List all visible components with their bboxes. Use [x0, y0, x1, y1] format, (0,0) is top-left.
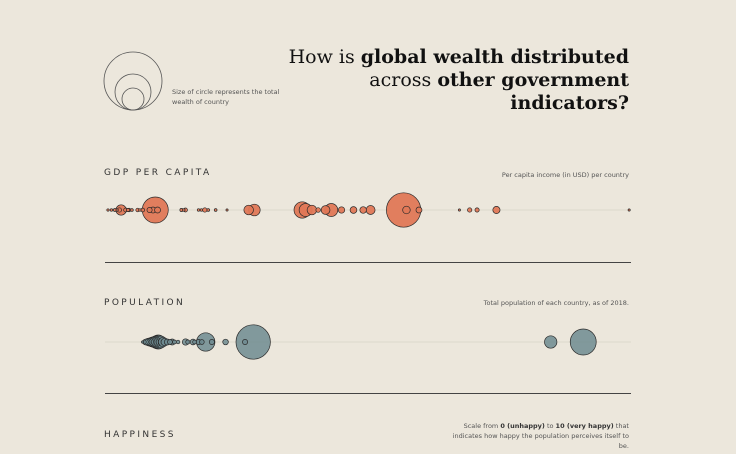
gdp-bubble	[315, 207, 321, 213]
gdp-bubble	[182, 208, 186, 212]
population-bubble	[199, 339, 205, 345]
gdp-bubble	[199, 208, 204, 212]
population-bubble	[208, 339, 215, 345]
legend-circle-large	[103, 51, 163, 111]
gdp-bubble	[109, 208, 114, 212]
population-bubble-chart	[105, 324, 631, 360]
size-legend: Size of circle represents the total weal…	[100, 50, 320, 114]
gdp-bubble	[115, 208, 119, 212]
gdp-bubble	[125, 208, 130, 212]
gdp-bubble	[196, 208, 201, 212]
legend-circle-medium	[114, 73, 152, 111]
title-bold-1: global wealth distributed	[360, 46, 629, 68]
gdp-section-note: Per capita income (in USD) per country	[501, 171, 629, 179]
population-bubble	[185, 339, 191, 345]
gdp-bubble	[627, 208, 631, 212]
gdp-bubble	[146, 207, 153, 213]
gdp-bubble	[225, 208, 229, 212]
gdp-bubble	[243, 204, 254, 216]
gdp-bubble	[359, 206, 367, 214]
title-part-2: across	[369, 69, 438, 91]
population-bubble	[167, 339, 173, 345]
population-bubble	[235, 324, 271, 360]
happiness-note-pre: Scale from	[463, 422, 501, 430]
gdp-bubble	[213, 208, 218, 212]
gdp-divider	[105, 262, 631, 263]
legend-note: Size of circle represents the total weal…	[172, 88, 280, 106]
legend-circle-small	[121, 87, 145, 111]
population-bubble	[242, 339, 249, 345]
happiness-section-note: Scale from 0 (unhappy) to 10 (very happy…	[449, 421, 629, 451]
happiness-section-label: HAPPINESS	[104, 430, 176, 440]
population-bubble	[544, 335, 558, 349]
gdp-bubble	[138, 208, 142, 212]
population-section-note: Total population of each country, as of …	[483, 299, 629, 307]
gdp-bubble	[130, 208, 134, 212]
gdp-section-label: GDP PER CAPITA	[104, 168, 212, 178]
gdp-bubble	[402, 205, 411, 215]
gdp-bubble	[320, 205, 331, 215]
population-bubble	[141, 340, 145, 344]
gdp-bubble	[415, 206, 423, 214]
gdp-bubble	[206, 208, 210, 212]
gdp-bubble	[202, 207, 208, 213]
happiness-note-mid: to	[544, 422, 556, 430]
gdp-bubble	[337, 206, 346, 214]
happiness-note-unhappy: 0 (unhappy)	[500, 422, 545, 430]
gdp-bubble	[457, 208, 461, 212]
gdp-bubble	[474, 207, 480, 213]
gdp-bubble-chart	[105, 192, 631, 228]
gdp-bubble	[306, 204, 318, 216]
gdp-bubble	[154, 206, 161, 214]
population-bubble	[222, 338, 229, 346]
happiness-note-very-happy: 10 (very happy)	[555, 422, 614, 430]
population-bubble	[175, 339, 181, 345]
gdp-bubble	[492, 206, 501, 214]
population-bubble	[192, 339, 198, 345]
title-bold-2: other government	[437, 69, 629, 91]
size-legend-circles	[103, 51, 163, 111]
title-part-1: How is	[288, 46, 361, 68]
happiness-note-post: that indicates how happy the population …	[452, 422, 629, 450]
population-section-label: POPULATION	[104, 298, 186, 308]
gdp-bubble	[365, 205, 376, 215]
gdp-bubble	[467, 207, 473, 213]
population-bubble	[569, 328, 597, 356]
page-title: How is global wealth distributed across …	[289, 46, 629, 115]
gdp-bubble	[349, 206, 358, 214]
population-bubble	[172, 339, 177, 345]
gdp-bubble	[106, 208, 110, 212]
title-bold-3: indicators?	[510, 92, 629, 114]
population-divider	[105, 393, 631, 394]
